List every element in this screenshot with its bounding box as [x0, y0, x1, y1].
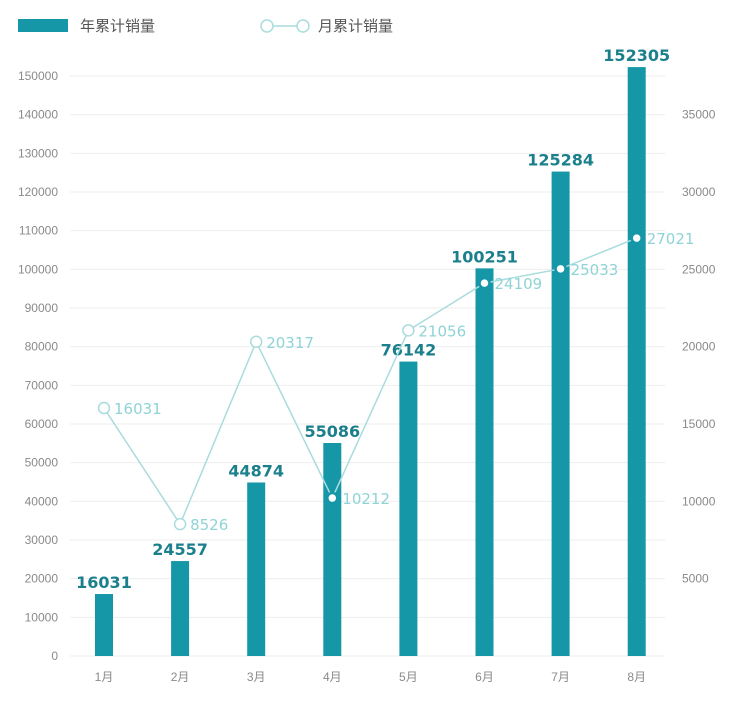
left-tick-label: 100000 [18, 262, 58, 276]
category-label: 4月 [323, 670, 342, 684]
line-series [97, 231, 643, 531]
left-tick-label: 130000 [18, 146, 58, 160]
category-label: 7月 [551, 670, 570, 684]
line-value-label: 27021 [647, 230, 695, 248]
bar-value-label: 55086 [304, 422, 360, 441]
left-tick-label: 110000 [19, 224, 58, 238]
bar [627, 67, 646, 656]
left-tick-label: 140000 [18, 108, 58, 122]
bar-data-labels: 16031 24557 44874 55086 76142 100251 125284 152… [76, 46, 670, 592]
category-axis: 1月 2月 3月 4月 5月 6月 7月 8月 [95, 670, 646, 684]
line-value-label: 20317 [266, 334, 314, 352]
left-tick-label: 40000 [25, 494, 59, 508]
bar [475, 268, 494, 656]
right-tick-label: 15000 [682, 417, 716, 431]
category-label: 2月 [171, 670, 190, 684]
left-tick-label: 70000 [25, 378, 59, 392]
line-point [402, 324, 415, 337]
bar-value-label: 16031 [76, 573, 132, 592]
left-axis-ticks: 0 10000 20000 30000 40000 50000 60000 70000 8000… [18, 69, 58, 663]
left-tick-label: 20000 [25, 572, 59, 586]
category-label: 5月 [399, 670, 418, 684]
left-tick-label: 90000 [25, 301, 59, 315]
legend-bar-label: 年累计销量 [80, 17, 155, 35]
line-point [249, 335, 263, 349]
bar-value-label: 24557 [152, 540, 208, 559]
legend-line-marker-left [260, 19, 274, 33]
bar-value-label: 152305 [603, 46, 670, 65]
left-tick-label: 50000 [25, 456, 59, 470]
line-value-label: 10212 [342, 490, 390, 508]
right-tick-label: 20000 [682, 340, 716, 354]
bar [171, 561, 190, 656]
line-value-label: 8526 [190, 516, 228, 534]
bar-value-label: 76142 [381, 341, 437, 360]
right-tick-label: 25000 [682, 262, 716, 276]
left-tick-label: 10000 [25, 610, 59, 624]
bar [323, 443, 342, 656]
bar-value-label: 125284 [527, 151, 594, 170]
line-point [326, 491, 339, 505]
legend: 年累计销量 月累计销量 [18, 17, 393, 35]
legend-bar-swatch [18, 19, 68, 32]
line-point [97, 401, 111, 415]
category-label: 8月 [627, 670, 646, 684]
line-value-label: 21056 [418, 322, 466, 340]
left-tick-label: 150000 [18, 69, 58, 83]
line-point [630, 231, 643, 245]
left-tick-label: 30000 [25, 533, 59, 547]
bar-value-label: 100251 [451, 247, 518, 266]
right-tick-label: 10000 [682, 494, 716, 508]
right-tick-label: 5000 [682, 572, 709, 586]
line-point [554, 262, 567, 276]
left-tick-label: 0 [51, 649, 58, 663]
bar-value-label: 44874 [228, 461, 284, 480]
bar [247, 482, 266, 656]
category-label: 1月 [95, 670, 114, 684]
bar [399, 361, 418, 656]
line-point [173, 517, 187, 531]
category-label: 6月 [475, 670, 494, 684]
legend-line-label: 月累计销量 [318, 17, 393, 35]
line-path [103, 237, 637, 526]
line-data-labels: 16031 8526 20317 10212 21056 24109 25033 27021 [114, 230, 694, 534]
bar [95, 594, 113, 656]
bar [551, 171, 570, 656]
line-value-label: 25033 [571, 261, 619, 279]
right-axis-ticks: 5000 10000 15000 20000 25000 30000 35000 [682, 108, 716, 586]
left-tick-label: 80000 [25, 340, 59, 354]
category-label: 3月 [247, 670, 266, 684]
left-tick-label: 120000 [18, 185, 58, 199]
right-tick-label: 30000 [682, 185, 716, 199]
right-tick-label: 35000 [682, 108, 716, 122]
left-tick-label: 60000 [25, 417, 59, 431]
line-value-label: 16031 [114, 400, 162, 418]
line-value-label: 24109 [495, 275, 543, 293]
legend-line-marker-right [296, 19, 310, 33]
line-point [478, 276, 491, 290]
